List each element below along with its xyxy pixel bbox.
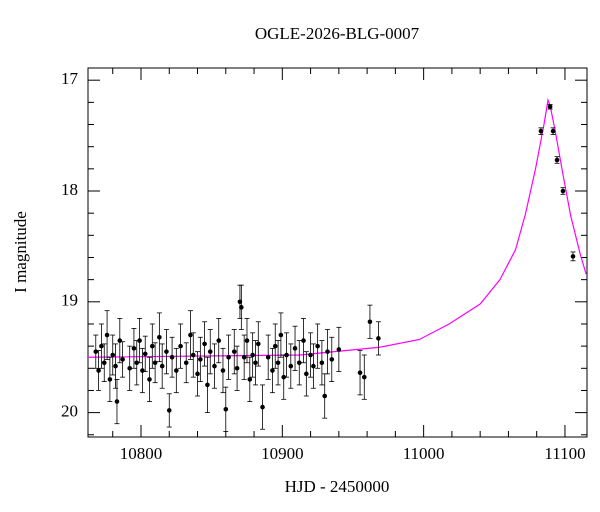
data-point [244, 338, 250, 343]
data-point [308, 352, 313, 358]
data-point [550, 128, 556, 134]
data-point [361, 374, 367, 380]
data-point [120, 357, 125, 362]
data-point [226, 354, 231, 360]
data-point [157, 334, 162, 340]
y-axis-label: I magnitude [11, 211, 30, 293]
data-point [205, 382, 210, 388]
data-point [315, 343, 320, 349]
data-point [140, 368, 145, 373]
data-point [325, 349, 330, 354]
data-point [357, 370, 363, 376]
data-point [101, 360, 107, 366]
data-point [107, 377, 113, 382]
data-point [560, 188, 566, 194]
data-point [570, 254, 576, 259]
data-point [164, 349, 169, 354]
data-point [183, 360, 189, 366]
data-point [270, 368, 275, 373]
data-point [265, 354, 271, 360]
chart-title: OGLE-2026-BLG-0007 [255, 24, 420, 43]
data-point [188, 332, 193, 338]
data-point [304, 371, 309, 377]
data-point [220, 368, 226, 373]
data-point [329, 357, 335, 362]
data-point [275, 360, 281, 366]
data-point [152, 360, 158, 366]
data-point [288, 363, 294, 369]
data-point [198, 357, 203, 362]
data-point [195, 371, 200, 377]
data-point [137, 338, 142, 343]
data-point [127, 365, 132, 371]
data-point [96, 368, 101, 373]
data-point [538, 128, 544, 134]
x-tick-label: 11100 [544, 444, 585, 463]
data-point [131, 346, 137, 351]
data-point [247, 377, 253, 382]
data-point [99, 343, 104, 349]
data-point [117, 338, 123, 343]
data-point [190, 352, 196, 358]
data-point [311, 363, 316, 369]
x-tick-label: 10900 [261, 444, 304, 463]
data-point [147, 377, 152, 382]
data-point [174, 368, 179, 373]
data-point [296, 360, 302, 366]
data-point [336, 347, 342, 352]
data-point [93, 349, 99, 354]
data-point [253, 360, 258, 366]
data-point [241, 354, 247, 360]
data-point [216, 338, 222, 343]
data-point [114, 399, 120, 404]
data-point [212, 363, 217, 369]
data-point [110, 352, 116, 358]
data-point [376, 336, 381, 341]
data-point [322, 393, 328, 399]
data-point [223, 406, 229, 412]
data-point [281, 374, 287, 380]
y-tick-label: 17 [61, 69, 79, 88]
data-point [234, 365, 240, 371]
data-point [142, 351, 148, 357]
data-point [272, 343, 278, 349]
data-point [250, 352, 255, 358]
y-tick-label: 19 [61, 291, 78, 310]
x-tick-label: 10800 [120, 444, 163, 463]
data-point [202, 341, 207, 347]
data-point [239, 305, 244, 310]
data-point [150, 343, 155, 349]
model-curve [87, 97, 587, 358]
data-point [255, 341, 261, 347]
data-point [284, 352, 289, 358]
data-point [113, 363, 118, 369]
data-point [166, 408, 172, 413]
y-tick-label: 18 [61, 180, 78, 199]
data-point [367, 319, 373, 325]
x-axis-label: HJD - 2450000 [285, 477, 390, 496]
data-point [260, 404, 265, 410]
data-point [231, 349, 237, 354]
data-point [301, 338, 306, 343]
data-point [207, 349, 213, 354]
data-point [554, 157, 560, 163]
data-point [134, 360, 140, 366]
x-tick-label: 11000 [403, 444, 445, 463]
data-point [278, 332, 284, 338]
plot-frame [87, 67, 588, 438]
data-point [159, 363, 165, 369]
y-tick-label: 20 [61, 402, 78, 421]
data-point [169, 354, 175, 360]
data-point [104, 332, 110, 338]
data-point [319, 360, 325, 366]
data-point [292, 346, 298, 351]
data-point [547, 104, 553, 110]
data-point [178, 343, 183, 349]
